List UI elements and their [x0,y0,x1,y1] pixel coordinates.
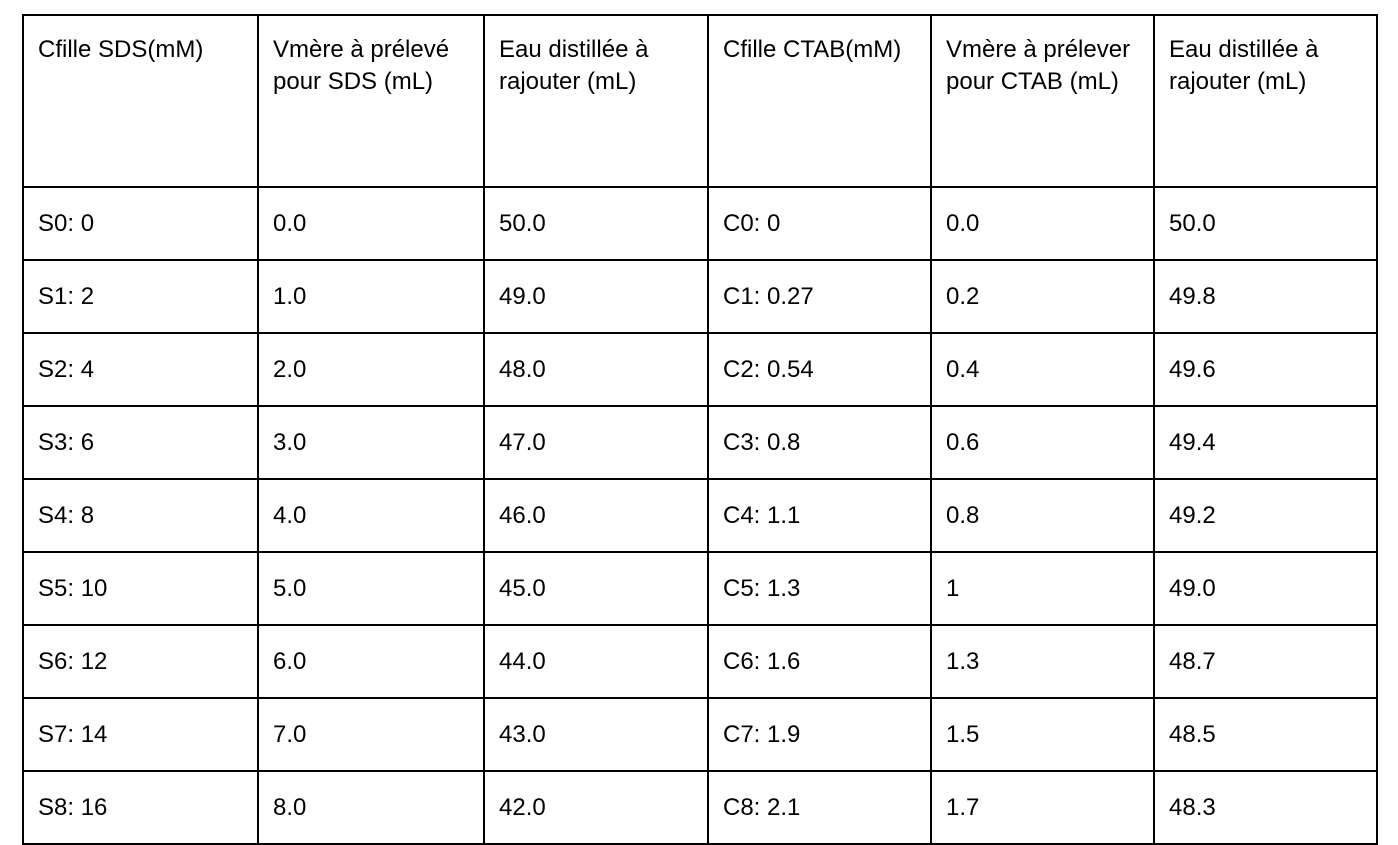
table-row: S2: 4 2.0 48.0 C2: 0.54 0.4 49.6 [22,332,1378,407]
table-cell: C2: 0.54 [707,332,932,407]
table-cell: S1: 2 [22,259,259,334]
column-header-cfille-sds: Cfille SDS(mM) [22,14,259,188]
table-cell: 49.6 [1153,332,1378,407]
table-cell: 8.0 [257,770,485,845]
table-cell: 49.0 [483,259,709,334]
column-header-vmere-sds: Vmère à prélevé pour SDS (mL) [257,14,485,188]
table-cell: 46.0 [483,478,709,553]
table-cell: 6.0 [257,624,485,699]
table-cell: 0.0 [257,186,485,261]
table-cell: S2: 4 [22,332,259,407]
table-cell: 5.0 [257,551,485,626]
table-cell: 3.0 [257,405,485,480]
table-cell: 2.0 [257,332,485,407]
table-cell: 1.5 [930,697,1155,772]
table-cell: 49.0 [1153,551,1378,626]
header-row: Cfille SDS(mM) Vmère à prélevé pour SDS … [22,14,1378,188]
table-cell: C8: 2.1 [707,770,932,845]
table-cell: S5: 10 [22,551,259,626]
table-cell: 44.0 [483,624,709,699]
table-cell: 4.0 [257,478,485,553]
table-cell: 49.4 [1153,405,1378,480]
table-cell: 49.8 [1153,259,1378,334]
column-header-eau-sds: Eau distillée à rajouter (mL) [483,14,709,188]
table-cell: 48.5 [1153,697,1378,772]
table-row: S1: 2 1.0 49.0 C1: 0.27 0.2 49.8 [22,259,1378,334]
table-cell: 50.0 [483,186,709,261]
table-cell: C3: 0.8 [707,405,932,480]
table-cell: 0.6 [930,405,1155,480]
table-row: S5: 10 5.0 45.0 C5: 1.3 1 49.0 [22,551,1378,626]
table-cell: 50.0 [1153,186,1378,261]
table-cell: 48.7 [1153,624,1378,699]
table-cell: 7.0 [257,697,485,772]
table-cell: 1.3 [930,624,1155,699]
table-cell: C0: 0 [707,186,932,261]
table-row: S7: 14 7.0 43.0 C7: 1.9 1.5 48.5 [22,697,1378,772]
table-cell: S4: 8 [22,478,259,553]
table-row: S8: 16 8.0 42.0 C8: 2.1 1.7 48.3 [22,770,1378,845]
table-row: S6: 12 6.0 44.0 C6: 1.6 1.3 48.7 [22,624,1378,699]
table-cell: 1.7 [930,770,1155,845]
table-cell: C6: 1.6 [707,624,932,699]
table-cell: S7: 14 [22,697,259,772]
table-cell: 42.0 [483,770,709,845]
table-cell: 1 [930,551,1155,626]
table-cell: 0.4 [930,332,1155,407]
table-cell: 0.0 [930,186,1155,261]
dilution-table: Cfille SDS(mM) Vmère à prélevé pour SDS … [22,14,1378,845]
table-cell: 0.2 [930,259,1155,334]
table-cell: S3: 6 [22,405,259,480]
table-cell: C5: 1.3 [707,551,932,626]
table-cell: 43.0 [483,697,709,772]
table-cell: S0: 0 [22,186,259,261]
column-header-vmere-ctab: Vmère à prélever pour CTAB (mL) [930,14,1155,188]
table-cell: C7: 1.9 [707,697,932,772]
table-cell: 0.8 [930,478,1155,553]
table-cell: 45.0 [483,551,709,626]
table-cell: C1: 0.27 [707,259,932,334]
table-row: S0: 0 0.0 50.0 C0: 0 0.0 50.0 [22,186,1378,261]
table-cell: 48.0 [483,332,709,407]
table-cell: S8: 16 [22,770,259,845]
column-header-cfille-ctab: Cfille CTAB(mM) [707,14,932,188]
table-cell: S6: 12 [22,624,259,699]
column-header-eau-ctab: Eau distillée à rajouter (mL) [1153,14,1378,188]
table-cell: 48.3 [1153,770,1378,845]
table-row: S4: 8 4.0 46.0 C4: 1.1 0.8 49.2 [22,478,1378,553]
table-cell: 49.2 [1153,478,1378,553]
table-cell: 1.0 [257,259,485,334]
table-cell: 47.0 [483,405,709,480]
table-cell: C4: 1.1 [707,478,932,553]
table-row: S3: 6 3.0 47.0 C3: 0.8 0.6 49.4 [22,405,1378,480]
